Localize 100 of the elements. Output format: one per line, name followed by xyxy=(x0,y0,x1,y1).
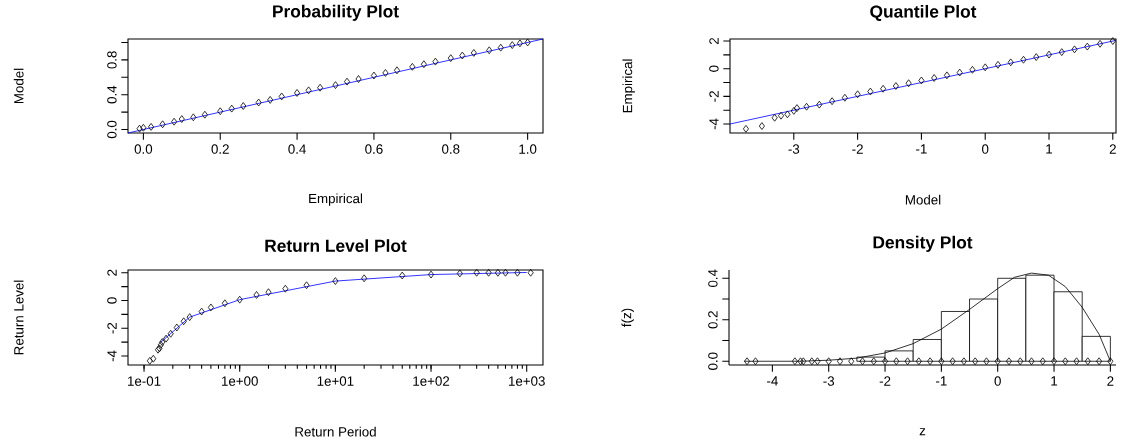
point xyxy=(201,110,208,119)
point xyxy=(382,69,389,77)
point xyxy=(1071,45,1078,54)
x-axis-title: Return Period xyxy=(295,426,376,437)
point xyxy=(136,124,143,133)
y-tick-label: 0 xyxy=(107,297,117,304)
point xyxy=(982,63,989,72)
point xyxy=(905,79,912,88)
point xyxy=(829,97,836,106)
point xyxy=(841,93,848,102)
point xyxy=(969,65,976,74)
y-tick-label: 2 xyxy=(107,269,117,276)
point xyxy=(509,41,516,49)
point xyxy=(880,84,887,93)
x-tick-label: 1 xyxy=(1046,144,1053,154)
point xyxy=(409,62,416,71)
point xyxy=(867,87,874,96)
point xyxy=(355,75,362,83)
point xyxy=(742,124,749,133)
y-tick-label: 0.0 xyxy=(107,120,117,139)
y-tick-label: -2 xyxy=(107,322,117,334)
point xyxy=(778,111,785,120)
x-tick-label: 0.8 xyxy=(442,144,460,154)
point xyxy=(190,113,197,122)
point xyxy=(447,54,454,62)
point xyxy=(140,123,147,132)
x-tick-label: 0.2 xyxy=(211,144,229,154)
y-tick-label: 2 xyxy=(709,38,719,45)
point xyxy=(1020,55,1027,64)
point xyxy=(943,71,950,80)
point xyxy=(217,107,224,116)
point xyxy=(1046,50,1053,59)
y-tick-label: -4 xyxy=(709,118,719,130)
x-tick-label: -3 xyxy=(788,144,800,154)
x-tick-label: 1e+03 xyxy=(509,376,545,386)
point xyxy=(278,92,285,101)
y-tick-label: 0.4 xyxy=(107,85,117,104)
x-tick-label: -1 xyxy=(916,144,927,154)
point xyxy=(228,104,235,113)
point xyxy=(918,76,925,85)
point xyxy=(148,123,155,131)
point xyxy=(771,113,778,122)
y-axis-title: f(z) xyxy=(621,308,634,327)
point xyxy=(793,104,800,112)
chart-title: Quantile Plot xyxy=(870,4,977,21)
point xyxy=(294,89,301,97)
x-axis-title: z xyxy=(919,428,926,436)
y-tick-label: -4 xyxy=(107,350,117,362)
point xyxy=(159,120,166,129)
point xyxy=(1084,42,1091,51)
point xyxy=(1007,58,1014,67)
point xyxy=(994,60,1001,69)
x-tick-label: 2 xyxy=(1107,376,1114,386)
point xyxy=(1033,53,1040,61)
x-axis-title: Model xyxy=(905,194,941,205)
chart-title: Return Level Plot xyxy=(265,239,407,252)
x-tick-label: -1 xyxy=(936,376,947,386)
point xyxy=(790,107,797,115)
x-tick-label: 0.6 xyxy=(365,144,383,154)
point xyxy=(393,66,400,75)
x-tick-label: 1.0 xyxy=(519,144,537,154)
point xyxy=(1109,37,1116,45)
x-tick-label: 1e+02 xyxy=(413,376,450,386)
point xyxy=(1097,39,1104,48)
point xyxy=(432,57,439,66)
x-tick-label: -3 xyxy=(823,376,835,386)
y-tick-label: 0.0 xyxy=(708,352,718,370)
y-axis-title: Empirical xyxy=(622,59,635,113)
point xyxy=(178,115,185,123)
point xyxy=(816,100,823,109)
point xyxy=(497,43,504,52)
point xyxy=(931,74,938,82)
point xyxy=(332,81,339,89)
x-tick-label: 0 xyxy=(994,376,1001,386)
x-tick-label: 2 xyxy=(1109,144,1116,154)
point xyxy=(240,102,247,110)
line-series xyxy=(743,272,1111,362)
point xyxy=(854,90,861,99)
x-axis-title: Empirical xyxy=(309,193,363,206)
y-axis-title: Return Level xyxy=(13,280,24,355)
x-tick-label: -4 xyxy=(767,376,778,386)
chart-title: Probability Plot xyxy=(273,4,399,21)
y-tick-label: -2 xyxy=(709,91,719,102)
x-tick-label: -2 xyxy=(879,376,891,386)
point xyxy=(758,122,765,130)
point xyxy=(317,83,324,92)
y-tick-label: 0 xyxy=(709,65,719,72)
point xyxy=(267,96,274,104)
y-tick-label: 0.4 xyxy=(708,269,718,288)
x-tick-label: 0.0 xyxy=(134,144,153,154)
x-tick-label: 0 xyxy=(982,144,989,154)
x-tick-label: 1 xyxy=(1051,376,1058,386)
point xyxy=(370,71,377,80)
point xyxy=(344,77,351,86)
point xyxy=(524,38,531,47)
point xyxy=(784,110,791,119)
point xyxy=(516,39,523,48)
x-tick-label: 1e-01 xyxy=(128,376,161,386)
point xyxy=(892,82,899,90)
point xyxy=(956,68,963,77)
